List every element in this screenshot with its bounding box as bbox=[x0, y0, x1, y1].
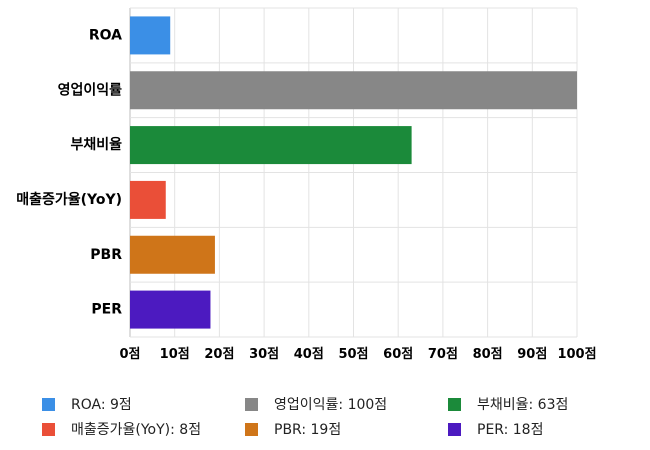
legend-label: PBR: 19점 bbox=[274, 422, 342, 438]
bar bbox=[130, 16, 171, 55]
legend-label: PER: 18점 bbox=[477, 422, 544, 438]
x-tick-label: 30점 bbox=[249, 347, 279, 362]
x-tick-label: 60점 bbox=[383, 347, 413, 362]
x-tick-label: 10점 bbox=[160, 347, 190, 362]
legend-label: ROA: 9점 bbox=[71, 397, 132, 413]
legend-swatch bbox=[245, 397, 258, 411]
legend-label: 영업이익률: 100점 bbox=[274, 397, 388, 413]
x-tick-label: 90점 bbox=[517, 347, 547, 362]
category-label: ROA bbox=[89, 27, 122, 43]
legend-item-sales-growth: 매출증가율(YoY): 8점 bbox=[42, 419, 201, 439]
legend-swatch bbox=[245, 422, 258, 436]
legend-item-roa: ROA: 9점 bbox=[42, 394, 132, 414]
legend: ROA: 9점 영업이익률: 100점 부채비율: 63점 매출증가율(YoY)… bbox=[0, 380, 650, 440]
legend-item-pbr: PBR: 19점 bbox=[245, 419, 341, 439]
legend-item-per: PER: 18점 bbox=[448, 419, 543, 439]
x-tick-label: 40점 bbox=[294, 347, 324, 362]
bar bbox=[130, 71, 577, 110]
x-tick-label: 100점 bbox=[557, 347, 596, 362]
x-tick-label: 80점 bbox=[473, 347, 503, 362]
bar bbox=[130, 126, 412, 165]
category-label: PBR bbox=[90, 247, 122, 263]
x-tick-label: 0점 bbox=[119, 347, 140, 362]
legend-label: 매출증가율(YoY): 8점 bbox=[71, 422, 202, 438]
legend-swatch bbox=[448, 397, 461, 411]
grid bbox=[129, 7, 578, 338]
legend-label: 부채비율: 63점 bbox=[477, 397, 569, 413]
x-tick-label: 20점 bbox=[204, 347, 234, 362]
x-tick-label: 70점 bbox=[428, 347, 458, 362]
x-axis-tick-labels: 0점 10점 20점 30점 40점 50점 60점 70점 80점 90점 100점 bbox=[119, 347, 596, 362]
legend-swatch bbox=[448, 422, 461, 436]
legend-item-operating-margin: 영업이익률: 100점 bbox=[245, 394, 387, 414]
legend-swatch bbox=[42, 422, 55, 436]
legend-item-debt-ratio: 부채비율: 63점 bbox=[448, 394, 568, 414]
x-tick-label: 50점 bbox=[338, 347, 368, 362]
legend-swatch bbox=[42, 397, 55, 411]
bar bbox=[130, 235, 215, 274]
category-label: PER bbox=[91, 302, 122, 318]
category-label: 매출증가율(YoY) bbox=[16, 191, 122, 208]
bar bbox=[130, 180, 166, 219]
category-label: 영업이익률 bbox=[58, 81, 123, 98]
bars bbox=[130, 16, 577, 329]
category-label: 부채비율 bbox=[70, 136, 122, 153]
bar bbox=[130, 290, 211, 329]
